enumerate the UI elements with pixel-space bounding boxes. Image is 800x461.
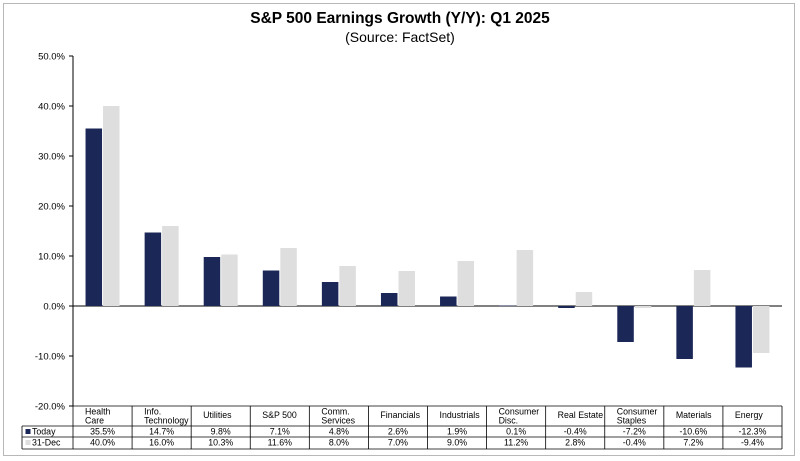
y-tick-label: 30.0% xyxy=(38,152,65,163)
table-value-cell: 4.8% xyxy=(329,427,349,437)
table-value-cell: 2.6% xyxy=(388,427,408,437)
bar-today-5 xyxy=(380,293,398,306)
table-value-cell: 7.2% xyxy=(683,438,703,448)
category-label-line2: Technology xyxy=(144,416,189,426)
bar-31-dec-6 xyxy=(457,261,475,306)
bar-31-dec-3 xyxy=(280,248,297,306)
table-value-cell: 14.7% xyxy=(149,427,174,437)
category-label: Real Estate xyxy=(558,410,604,420)
table-value-cell: 0.1% xyxy=(506,427,526,437)
category-label-line1: Consumer xyxy=(617,407,658,417)
y-tick-label: -20.0% xyxy=(35,402,66,413)
bar-today-4 xyxy=(321,282,339,306)
bar-31-dec-4 xyxy=(339,266,356,306)
chart-frame xyxy=(3,3,795,456)
table-value-cell: 7.0% xyxy=(388,438,408,448)
table-value-cell: 9.8% xyxy=(211,427,231,437)
category-label-line2: Disc. xyxy=(499,416,519,426)
chart-subtitle: (Source: FactSet) xyxy=(345,29,455,45)
category-label: S&P 500 xyxy=(262,410,297,420)
bar-31-dec-9 xyxy=(634,306,652,308)
legend-label: 31-Dec xyxy=(32,438,61,448)
category-label-line2: Care xyxy=(85,416,104,426)
table-value-cell: -0.4% xyxy=(623,438,646,448)
category-label: Materials xyxy=(676,410,712,420)
bar-31-dec-10 xyxy=(693,270,711,306)
y-tick-label: 20.0% xyxy=(38,202,65,213)
y-tick-label: 40.0% xyxy=(38,102,65,113)
bar-31-dec-5 xyxy=(398,271,415,306)
category-label-line2: Staples xyxy=(617,416,647,426)
category-label: Utilities xyxy=(203,410,232,420)
legend-label: Today xyxy=(32,427,56,437)
table-value-cell: -7.2% xyxy=(623,427,646,437)
table-value-cell: 1.9% xyxy=(447,427,467,437)
category-label-line1: Info. xyxy=(144,407,161,417)
bar-today-3 xyxy=(262,270,280,306)
bar-31-dec-8 xyxy=(575,292,593,306)
table-value-cell: 9.0% xyxy=(447,438,467,448)
legend-swatch-31-dec xyxy=(25,440,31,445)
category-label: Energy xyxy=(735,410,763,420)
legend-swatch-today xyxy=(25,429,31,434)
table-value-cell: 10.3% xyxy=(208,438,233,448)
table-value-cell: 40.0% xyxy=(90,438,115,448)
bar-today-8 xyxy=(558,306,575,308)
category-label-line2: Services xyxy=(321,416,355,426)
table-value-cell: 35.5% xyxy=(90,427,115,437)
table-value-cell: 11.6% xyxy=(268,438,292,448)
y-tick-label: 0.0% xyxy=(43,302,65,313)
table-value-cell: 11.2% xyxy=(504,438,528,448)
table-value-cell: 8.0% xyxy=(329,438,349,448)
category-label-line1: Consumer xyxy=(499,407,540,417)
y-tick-label: 10.0% xyxy=(38,252,65,263)
bar-today-0 xyxy=(85,128,103,306)
bar-31-dec-2 xyxy=(221,254,238,306)
bar-31-dec-0 xyxy=(103,106,120,306)
bar-today-1 xyxy=(144,232,162,306)
bar-31-dec-1 xyxy=(162,226,179,306)
table-value-cell: 7.1% xyxy=(270,427,290,437)
category-label: Financials xyxy=(380,410,420,420)
category-label-line1: Comm. xyxy=(321,407,349,417)
bar-today-7 xyxy=(499,305,516,307)
y-tick-label: -10.0% xyxy=(35,352,66,363)
bar-today-6 xyxy=(440,296,457,306)
table-value-cell: -0.4% xyxy=(564,427,587,437)
table-value-cell: 16.0% xyxy=(149,438,174,448)
y-tick-label: 50.0% xyxy=(38,52,65,63)
category-label: Industrials xyxy=(440,410,481,420)
bar-today-11 xyxy=(735,306,752,368)
table-value-cell: 2.8% xyxy=(565,438,585,448)
chart-title: S&P 500 Earnings Growth (Y/Y): Q1 2025 xyxy=(250,10,550,27)
table-value-cell: -10.6% xyxy=(679,427,707,437)
bar-today-9 xyxy=(617,306,634,342)
table-value-cell: -9.4% xyxy=(741,438,764,448)
bar-today-2 xyxy=(203,257,221,306)
bar-31-dec-7 xyxy=(516,250,534,306)
bar-31-dec-11 xyxy=(752,306,770,353)
table-value-cell: -12.3% xyxy=(739,427,767,437)
category-label-line1: Health xyxy=(85,407,111,417)
bar-today-10 xyxy=(676,306,693,359)
